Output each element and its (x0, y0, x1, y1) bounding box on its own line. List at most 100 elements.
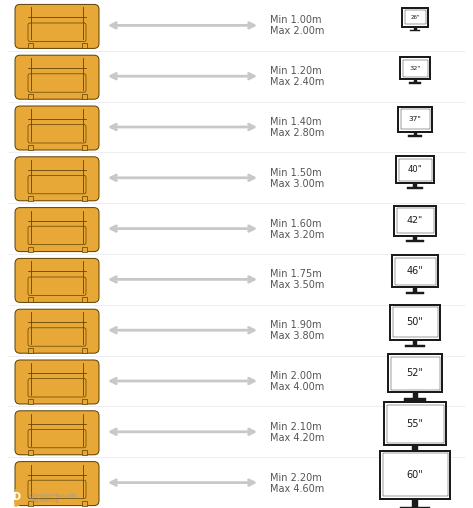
FancyBboxPatch shape (28, 378, 86, 397)
Polygon shape (404, 398, 426, 400)
Polygon shape (81, 246, 87, 251)
Polygon shape (27, 297, 33, 302)
Polygon shape (27, 145, 33, 150)
FancyBboxPatch shape (380, 451, 450, 498)
Polygon shape (410, 30, 420, 31)
Polygon shape (81, 399, 87, 404)
Text: Max 3.20m: Max 3.20m (270, 230, 324, 240)
Polygon shape (408, 135, 422, 137)
FancyBboxPatch shape (15, 106, 99, 150)
Polygon shape (81, 500, 87, 505)
FancyBboxPatch shape (28, 328, 86, 346)
Polygon shape (27, 43, 33, 48)
Polygon shape (27, 246, 33, 251)
Text: Min 2.10m: Min 2.10m (270, 422, 322, 432)
Text: Min 1.75m: Min 1.75m (270, 269, 322, 279)
Text: Max 4.60m: Max 4.60m (270, 484, 324, 494)
FancyBboxPatch shape (15, 462, 99, 505)
Polygon shape (413, 132, 417, 135)
FancyBboxPatch shape (28, 277, 86, 295)
Polygon shape (413, 27, 417, 30)
Polygon shape (413, 236, 417, 240)
FancyBboxPatch shape (402, 8, 428, 27)
Polygon shape (404, 345, 425, 347)
FancyBboxPatch shape (403, 60, 428, 77)
Text: Engineering: Engineering (29, 498, 59, 503)
Text: Min 2.20m: Min 2.20m (270, 472, 322, 483)
Text: Max 2.80m: Max 2.80m (270, 128, 324, 138)
FancyBboxPatch shape (394, 206, 436, 236)
FancyBboxPatch shape (15, 411, 99, 455)
FancyBboxPatch shape (400, 57, 430, 79)
Text: Max 3.00m: Max 3.00m (270, 179, 324, 189)
Text: Min 1.00m: Min 1.00m (270, 15, 322, 25)
FancyBboxPatch shape (391, 357, 439, 390)
Polygon shape (81, 450, 87, 455)
Text: 52": 52" (406, 368, 423, 378)
Polygon shape (27, 399, 33, 404)
Polygon shape (409, 82, 421, 84)
FancyBboxPatch shape (15, 360, 99, 404)
Text: Max 3.80m: Max 3.80m (270, 331, 324, 341)
Polygon shape (81, 348, 87, 353)
Polygon shape (81, 297, 87, 302)
FancyBboxPatch shape (396, 156, 434, 183)
Polygon shape (405, 293, 424, 295)
FancyBboxPatch shape (28, 74, 86, 92)
FancyBboxPatch shape (15, 55, 99, 99)
Polygon shape (27, 348, 33, 353)
FancyBboxPatch shape (28, 480, 86, 498)
FancyBboxPatch shape (388, 354, 442, 392)
FancyBboxPatch shape (28, 124, 86, 143)
FancyBboxPatch shape (394, 258, 436, 285)
Polygon shape (27, 450, 33, 455)
Text: Max 2.00m: Max 2.00m (270, 26, 324, 37)
Polygon shape (406, 240, 423, 242)
Text: Min 1.50m: Min 1.50m (270, 168, 322, 178)
Text: Min 1.90m: Min 1.90m (270, 320, 322, 330)
Text: 32": 32" (409, 66, 420, 71)
Text: Min 1.60m: Min 1.60m (270, 218, 322, 229)
Polygon shape (413, 183, 417, 187)
FancyBboxPatch shape (15, 208, 99, 251)
Polygon shape (81, 145, 87, 150)
Polygon shape (81, 43, 87, 48)
Text: Discovery•bus.com: Discovery•bus.com (29, 493, 77, 498)
Text: D: D (12, 492, 20, 502)
Polygon shape (81, 94, 87, 99)
FancyBboxPatch shape (15, 259, 99, 302)
Polygon shape (27, 500, 33, 505)
Polygon shape (400, 506, 430, 508)
Polygon shape (402, 452, 428, 455)
Text: 40": 40" (408, 165, 422, 174)
Polygon shape (413, 288, 417, 293)
FancyBboxPatch shape (401, 109, 429, 129)
Polygon shape (413, 340, 417, 345)
Polygon shape (412, 392, 418, 398)
Polygon shape (15, 490, 23, 506)
Polygon shape (412, 446, 418, 452)
Text: Min 1.40m: Min 1.40m (270, 117, 322, 127)
FancyBboxPatch shape (15, 309, 99, 353)
Text: Max 2.40m: Max 2.40m (270, 77, 324, 87)
Polygon shape (27, 94, 33, 99)
Polygon shape (407, 187, 423, 189)
Text: Min 2.00m: Min 2.00m (270, 371, 322, 381)
FancyBboxPatch shape (386, 405, 444, 443)
FancyBboxPatch shape (384, 402, 446, 446)
Polygon shape (413, 79, 417, 82)
Text: 46": 46" (407, 266, 423, 276)
Text: 37": 37" (409, 116, 421, 122)
FancyBboxPatch shape (393, 307, 438, 337)
Polygon shape (412, 498, 418, 506)
FancyBboxPatch shape (383, 453, 447, 496)
FancyBboxPatch shape (28, 429, 86, 448)
Polygon shape (27, 196, 33, 201)
Text: Max 4.20m: Max 4.20m (270, 433, 324, 443)
FancyBboxPatch shape (15, 5, 99, 48)
Text: 50": 50" (407, 317, 423, 327)
Text: 42": 42" (407, 216, 423, 225)
FancyBboxPatch shape (392, 256, 438, 288)
FancyBboxPatch shape (398, 159, 431, 181)
FancyBboxPatch shape (396, 208, 433, 233)
